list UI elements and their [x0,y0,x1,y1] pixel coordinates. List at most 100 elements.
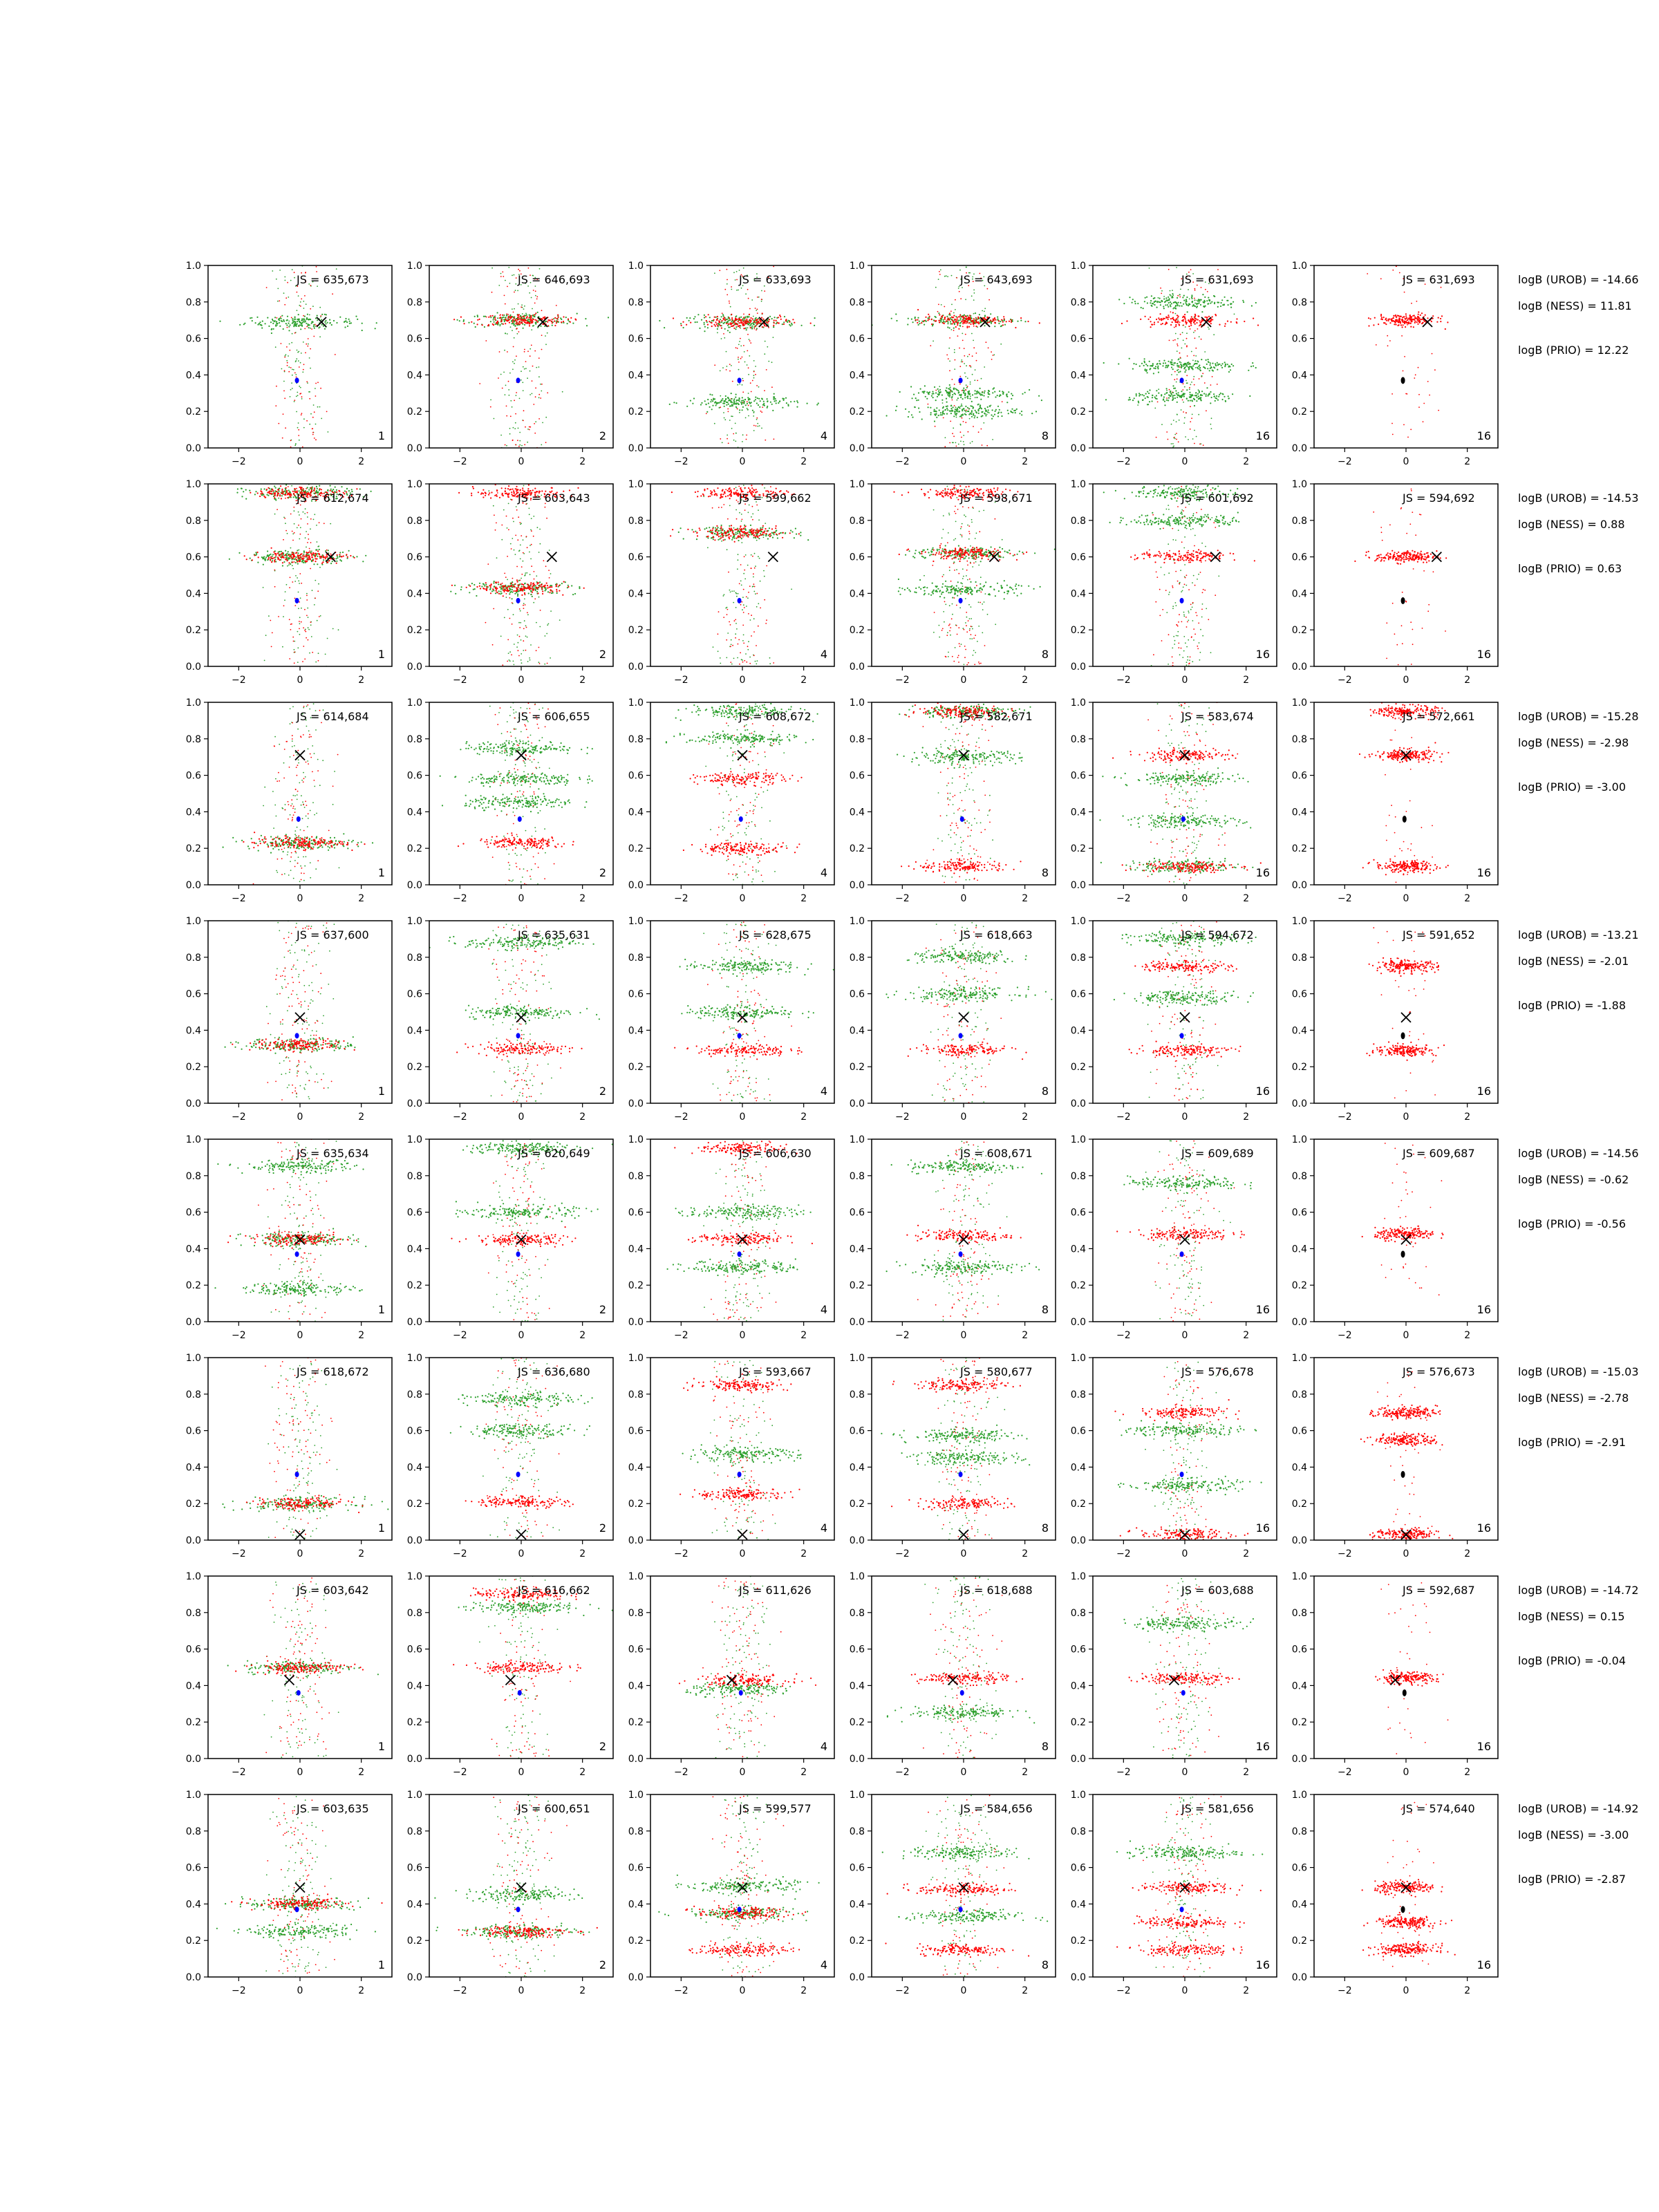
sample-point [550,610,552,612]
sample-point [518,321,521,324]
sample-point [498,496,501,498]
sample-point [289,349,291,351]
sample-point [1156,397,1158,400]
sample-point [1179,357,1181,359]
sample-point [1148,360,1150,362]
sample-point [326,554,328,556]
sample-point [474,326,476,328]
sample-point [281,552,283,554]
sample-point [727,403,729,405]
sample-point [339,554,341,556]
sample-point [983,422,985,424]
sample-point [748,373,749,375]
sample-point [288,371,290,373]
sample-count-label: 1 [378,429,385,442]
sample-point [962,316,964,318]
sample-point [318,553,320,555]
sample-point [1159,301,1161,303]
sample-point [238,552,241,554]
sample-point [953,415,955,418]
sample-point [336,491,338,494]
sample-point [946,413,948,415]
sample-point [260,493,262,495]
sample-point [917,319,919,321]
sample-point [520,523,521,525]
reference-point-blue [1179,377,1184,384]
sample-point [528,429,530,431]
sample-point [980,319,982,321]
sample-point [299,362,301,364]
sample-point [1152,373,1154,375]
sample-point [310,327,311,329]
sample-point [1168,316,1170,318]
sample-point [306,512,308,514]
sample-point [774,317,776,319]
sample-point [315,423,317,425]
sample-point [739,341,740,342]
sample-point [1194,362,1196,365]
sample-point [297,647,299,649]
sample-point [1216,395,1218,397]
sample-point [530,558,532,560]
y-tick-label: 0.4 [407,370,422,381]
sample-point [998,322,1000,324]
sample-point [937,390,939,392]
sample-point [966,377,968,379]
sample-point [1188,367,1190,369]
sample-point [302,371,304,373]
sample-point [516,491,518,494]
sample-point [727,324,729,326]
sample-point [933,420,936,422]
sample-point [297,395,299,396]
sample-point [505,384,507,386]
sample-point [294,361,297,363]
sample-point [515,506,517,507]
sample-point [1208,328,1210,330]
sample-point [506,333,508,335]
sample-point [286,555,288,557]
sample-point [291,374,293,376]
sample-point [244,322,246,324]
sample-point [927,403,929,405]
sample-point [1185,301,1188,303]
sample-point [303,364,305,366]
sample-point [1138,395,1141,397]
sample-point [531,322,533,324]
sample-point [1190,395,1192,397]
sample-point [530,297,532,299]
sample-point [311,550,312,552]
sample-point [711,319,713,322]
sample-point [1200,400,1202,402]
sample-point [971,440,973,442]
sample-point [1011,408,1013,410]
sample-point [1165,316,1168,318]
sample-point [500,276,502,277]
sample-point [284,355,286,357]
sample-point [312,433,314,435]
sample-point [290,388,292,391]
sample-point [509,543,512,545]
sample-point [294,323,296,325]
x-tick-label: −2 [232,675,246,686]
sample-point [753,412,755,413]
sample-point [1198,413,1200,415]
sample-point [762,326,765,328]
sample-point [1163,296,1165,297]
sample-point [747,297,749,299]
sample-point [1154,297,1156,299]
sample-point [521,585,523,588]
sample-point [456,319,458,321]
sample-point [1387,345,1389,347]
sample-point [1163,308,1165,310]
sample-point [938,321,941,324]
sample-point [1189,386,1190,388]
sample-point [727,279,728,281]
sample-point [924,324,926,326]
sample-point [1189,328,1191,330]
sample-point [524,305,525,307]
sample-point [514,316,516,318]
sample-point [518,314,521,316]
sample-point [950,413,952,415]
sample-point [282,413,284,415]
